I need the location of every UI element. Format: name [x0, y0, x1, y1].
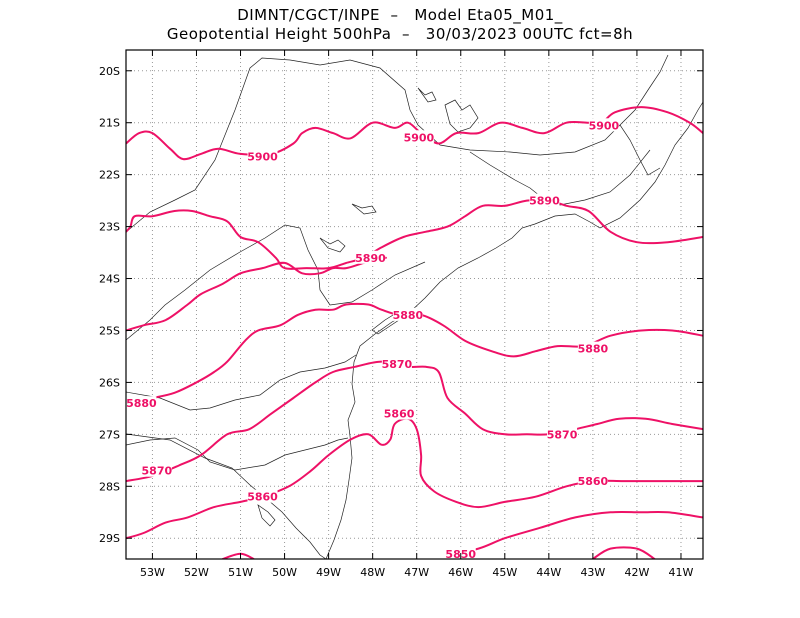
contour-label-bg — [384, 406, 415, 420]
contour-label: 5900 — [589, 119, 620, 132]
contour-5850 — [591, 546, 656, 559]
y-tick-label: 29S — [99, 532, 120, 545]
y-tick-label: 25S — [99, 324, 120, 337]
x-tick-label: 42W — [624, 566, 649, 579]
title-line-2: Geopotential Height 500hPa – 30/03/2023 … — [166, 25, 634, 43]
x-tick-label: 41W — [669, 566, 694, 579]
contour-label: 5880 — [578, 343, 609, 356]
contour-label: 5900 — [247, 150, 278, 163]
state-border-mg-es — [619, 124, 661, 176]
y-tick-label: 27S — [99, 428, 120, 441]
y-tick-label: 24S — [99, 273, 120, 286]
state-border-sc-rs — [126, 437, 349, 471]
title-line-1: DIMNT/CGCT/INPE – Model Eta05_M01_ — [237, 6, 563, 24]
contour-label-bg — [126, 396, 157, 410]
contour-5860 — [126, 417, 703, 540]
brazil-coastline — [126, 433, 327, 559]
contour-label: 5890 — [529, 195, 560, 208]
contour-label: 5860 — [578, 475, 609, 488]
lagoon-patos — [257, 504, 276, 527]
reservoir-2 — [351, 203, 377, 215]
plot-frame — [125, 49, 704, 560]
contour-label-bg — [381, 357, 412, 371]
contour-labels: 5900 5900 5900 5890 5890 5880 5880 5880 5870 5870… — [126, 118, 620, 559]
contour-label-bg — [577, 341, 608, 355]
x-tick-label: 44W — [536, 566, 561, 579]
x-tick-label: 50W — [272, 566, 297, 579]
x-tick-label: 49W — [316, 566, 341, 579]
reservoir-3 — [444, 99, 479, 133]
contour-5880 — [126, 302, 703, 405]
contour-label-bg — [247, 489, 278, 503]
contour-label-bg — [355, 250, 386, 264]
y-axis: 20S 21S 22S 23S 24S 25S 26S 27S 28S 29S — [99, 65, 703, 545]
contour-label-bg — [547, 427, 578, 441]
x-axis: 53W 52W 51W 50W 49W 48W 47W 46W 45W 44W 43W 42W 41W — [140, 50, 694, 579]
x-tick-label: 52W — [184, 566, 209, 579]
y-tick-label: 23S — [99, 221, 120, 234]
contour-label: 5870 — [142, 465, 173, 478]
contour-5850 — [446, 510, 703, 555]
contour-5880 — [126, 256, 387, 332]
contour-label: 5900 — [404, 131, 435, 144]
contour-label: 5880 — [393, 309, 424, 322]
contour-5850 — [221, 552, 255, 559]
contour-label: 5890 — [355, 252, 386, 265]
contour-label: 5860 — [384, 408, 415, 421]
state-border-sp-mg — [126, 54, 669, 233]
south-coast — [325, 101, 703, 559]
x-tick-label: 43W — [580, 566, 605, 579]
state-border-pr-sp — [126, 224, 426, 341]
contour-label: 5860 — [247, 491, 278, 504]
contour-5870 — [126, 360, 703, 483]
contour-5890 — [126, 199, 703, 270]
contour-label: 5870 — [547, 428, 578, 441]
y-tick-label: 20S — [99, 65, 120, 78]
y-tick-label: 28S — [99, 480, 120, 493]
x-tick-label: 51W — [228, 566, 253, 579]
x-tick-label: 53W — [140, 566, 165, 579]
reservoir-1 — [319, 237, 346, 253]
x-tick-label: 48W — [360, 566, 385, 579]
contour-label-bg — [588, 118, 619, 132]
state-border-pr-sc — [126, 354, 357, 411]
contour-label: 5870 — [382, 358, 413, 371]
contour-label-bg — [445, 546, 476, 559]
contour-label-bg — [141, 463, 172, 477]
contour-label-bg — [529, 193, 560, 207]
x-tick-label: 46W — [448, 566, 473, 579]
y-tick-label: 21S — [99, 117, 120, 130]
x-tick-label: 47W — [404, 566, 429, 579]
contour-label-bg — [247, 149, 278, 163]
contour-label-bg — [577, 474, 608, 488]
contour-label: 5880 — [126, 397, 157, 410]
contour-label-bg — [403, 130, 434, 144]
y-tick-label: 22S — [99, 169, 120, 182]
contour-label-bg — [392, 307, 423, 321]
x-tick-label: 45W — [492, 566, 517, 579]
reservoir-4 — [417, 87, 437, 103]
y-tick-label: 26S — [99, 376, 120, 389]
state-border-mg-rj — [469, 149, 651, 206]
